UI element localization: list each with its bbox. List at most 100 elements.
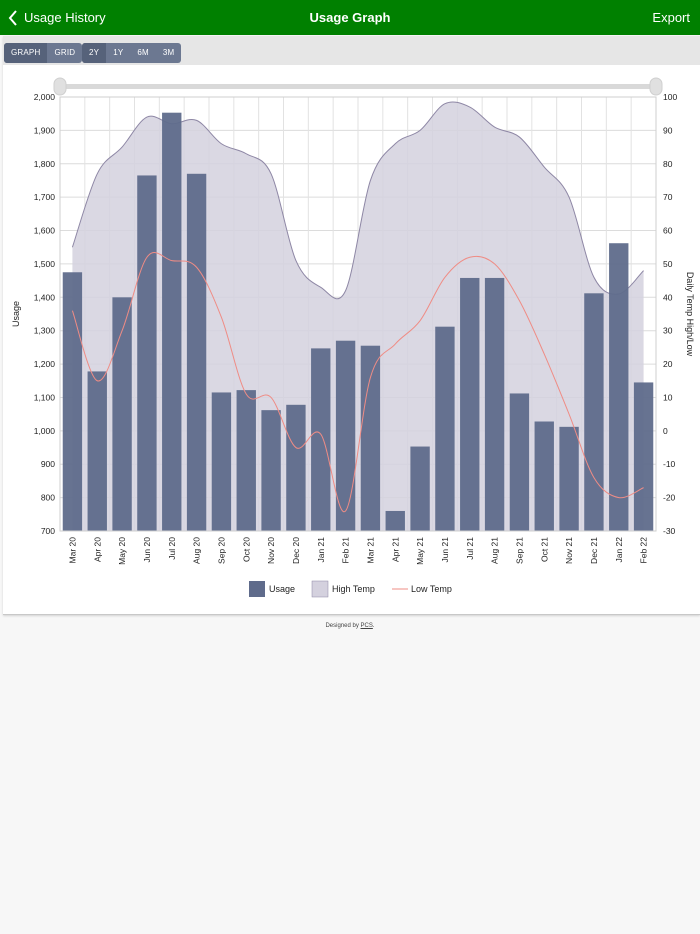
- chart-card: GRAPH GRID 2Y 1Y 6M 3M 700 800 900 1,000 1,1…: [3, 36, 700, 615]
- usage-bar-jul-21: [460, 277, 480, 531]
- y2-tick-label: -30: [663, 526, 676, 536]
- usage-bar-may-20: [112, 297, 132, 531]
- usage-bar-mar-21: [360, 345, 381, 531]
- usage-bar-apr-20: [87, 371, 107, 531]
- usage-chart: 7008009001,0001,1001,2001,3001,4001,5001…: [11, 77, 695, 598]
- y2-tick-label: 70: [663, 192, 673, 202]
- y-tick-label: 1,800: [34, 159, 56, 169]
- usage-bar-sep-20: [211, 392, 232, 531]
- y-tick-label: 700: [41, 526, 55, 536]
- x-tick-label: Nov 21: [564, 537, 574, 564]
- y2-tick-label: 50: [663, 259, 673, 269]
- range-toggle-group: 2Y 1Y 6M 3M: [82, 43, 182, 63]
- x-tick-label: Dec 20: [291, 537, 301, 564]
- x-tick-label: Dec 21: [589, 537, 599, 564]
- footer-link[interactable]: PCS: [360, 623, 373, 629]
- y-tick-label: 2,000: [34, 92, 56, 102]
- y-tick-label: 900: [41, 459, 55, 469]
- usage-bar-jan-22: [609, 243, 629, 531]
- back-button[interactable]: Usage History: [8, 0, 106, 35]
- usage-bar-aug-20: [186, 173, 207, 531]
- footer: Designed by PCS.: [0, 623, 700, 629]
- usage-bar-may-21: [410, 446, 430, 531]
- legend-label-low-temp: Low Temp: [411, 584, 452, 594]
- y-tick-label: 1,300: [34, 326, 56, 336]
- y-tick-label: 1,600: [34, 226, 56, 236]
- y2-tick-label: 60: [663, 226, 673, 236]
- x-tick-label: Nov 20: [266, 537, 276, 564]
- legend-label-high-temp: High Temp: [332, 584, 375, 594]
- range-1y-button[interactable]: 1Y: [113, 48, 124, 57]
- usage-bar-feb-22: [633, 382, 654, 531]
- usage-bar-jul-20: [162, 112, 182, 531]
- y-tick-label: 1,100: [34, 392, 56, 402]
- y2-tick-label: -20: [663, 493, 676, 503]
- usage-bar-nov-20: [261, 410, 281, 531]
- usage-bar-jun-21: [435, 326, 455, 531]
- usage-bar-feb-21: [335, 340, 356, 531]
- usage-bar-oct-21: [534, 421, 554, 531]
- view-toggle-group: GRAPH GRID: [4, 43, 83, 63]
- y2-tick-label: 20: [663, 359, 673, 369]
- usage-bar-mar-20: [62, 272, 83, 531]
- back-label: Usage History: [24, 10, 106, 25]
- range-slider-track: [60, 84, 656, 89]
- x-tick-label: Jan 22: [614, 537, 624, 563]
- x-tick-label: Jun 21: [440, 537, 450, 563]
- x-tick-label: Jul 21: [465, 537, 475, 560]
- x-tick-label: Sep 21: [514, 537, 524, 564]
- range-slider-handle-left[interactable]: [53, 77, 67, 96]
- range-6m-button[interactable]: 6M: [137, 48, 149, 57]
- y-tick-label: 1,400: [34, 292, 56, 302]
- y2-tick-label: -10: [663, 459, 676, 469]
- y2-axis-title: Daily Temp High/Low: [685, 272, 695, 357]
- x-tick-label: Sep 20: [216, 537, 226, 564]
- x-tick-label: Feb 21: [341, 537, 351, 564]
- y-tick-label: 1,900: [34, 125, 56, 135]
- usage-bar-dec-21: [584, 293, 604, 531]
- x-tick-label: Feb 22: [639, 537, 649, 564]
- x-tick-label: Jun 20: [142, 537, 152, 563]
- range-slider-handle-right[interactable]: [649, 77, 663, 96]
- usage-bar-jun-20: [137, 175, 157, 531]
- range-3m-button[interactable]: 3M: [162, 48, 175, 57]
- x-tick-label: May 20: [117, 537, 127, 565]
- x-tick-label: Oct 21: [539, 537, 549, 562]
- x-tick-label: Jan 21: [316, 537, 326, 563]
- x-tick-label: May 21: [415, 537, 425, 565]
- y2-tick-label: 40: [663, 292, 673, 302]
- x-tick-label: Oct 20: [241, 537, 251, 562]
- chart-toolbar: GRAPH GRID 2Y 1Y 6M 3M: [3, 36, 700, 65]
- usage-bar-aug-21: [484, 277, 505, 531]
- y-tick-label: 1,500: [34, 259, 56, 269]
- legend-label-usage: Usage: [269, 584, 295, 594]
- x-tick-label: Apr 20: [92, 537, 102, 562]
- graph-view-button[interactable]: GRAPH: [4, 43, 48, 63]
- y-tick-label: 1,000: [34, 426, 56, 436]
- usage-bar-dec-20: [286, 404, 306, 531]
- y2-tick-label: 90: [663, 125, 673, 135]
- y-axis-title: Usage: [11, 301, 21, 327]
- usage-bar-nov-21: [559, 426, 579, 531]
- x-tick-label: Mar 21: [365, 537, 375, 564]
- plot-border: [59, 96, 657, 532]
- x-tick-label: Mar 20: [67, 537, 77, 564]
- y2-tick-label: 30: [663, 326, 673, 336]
- range-slider-handle-right-knob: [649, 77, 663, 96]
- x-tick-label: Apr 21: [390, 537, 400, 562]
- y2-tick-label: 0: [663, 426, 668, 436]
- y-tick-label: 1,700: [34, 192, 56, 202]
- usage-bar-jan-21: [311, 348, 331, 531]
- export-button[interactable]: Export: [652, 10, 690, 25]
- chevron-left-icon: [8, 9, 17, 26]
- range-2y-button[interactable]: 2Y: [82, 43, 107, 63]
- usage-bars: [62, 112, 654, 531]
- grid-view-button[interactable]: GRID: [54, 48, 76, 57]
- nav-bar: Usage History Usage Graph Export: [0, 0, 700, 35]
- footer-suffix: .: [372, 623, 375, 629]
- usage-bar-oct-20: [236, 390, 256, 531]
- x-tick-label: Aug 21: [490, 537, 500, 564]
- x-tick-label: Jul 20: [167, 537, 177, 560]
- usage-bar-sep-21: [509, 393, 530, 531]
- legend: Usage High Temp Low Temp: [249, 580, 452, 598]
